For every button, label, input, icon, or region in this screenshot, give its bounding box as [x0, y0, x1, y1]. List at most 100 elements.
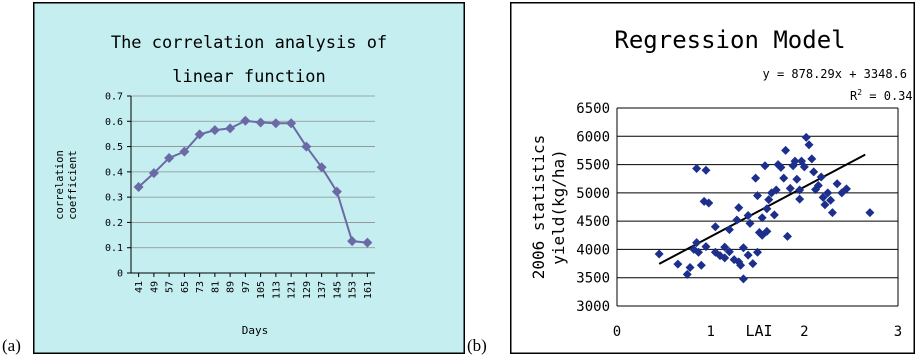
data-point	[362, 237, 373, 248]
scatter-point	[760, 161, 770, 171]
x-tick-label: 105	[256, 281, 267, 299]
y-tick-label: 0.1	[105, 243, 123, 254]
x-tick-label: 97	[241, 281, 252, 293]
y-tick-label: 3000	[576, 299, 610, 315]
scatter-point	[799, 162, 809, 172]
data-point	[209, 125, 220, 136]
scatter-point	[809, 167, 819, 177]
scatter-point	[779, 173, 789, 183]
scatter-point	[818, 192, 828, 202]
scatter-point	[795, 194, 805, 204]
y-tick-label: 5000	[576, 186, 610, 202]
scatter-point	[692, 238, 702, 248]
scatter-point	[704, 198, 714, 208]
scatter-point	[757, 213, 767, 223]
chart-frame	[33, 2, 465, 354]
scatter-point	[792, 174, 802, 184]
scatter-point	[807, 154, 817, 164]
scatter-point	[710, 222, 720, 232]
data-point	[270, 118, 281, 129]
scatter-point	[745, 218, 755, 228]
scatter-point	[816, 172, 826, 182]
chart-title: Regression Model	[614, 26, 845, 54]
data-point	[255, 117, 266, 128]
regression-scatter-chart: Regression Model y = 878.29x + 3348.6 R2 =…	[510, 2, 915, 354]
x-tick-label: 0	[613, 324, 621, 340]
scatter-point	[827, 208, 837, 218]
data-point	[225, 123, 236, 134]
scatter-point	[736, 260, 746, 270]
scatter-point	[673, 259, 683, 269]
data-point	[347, 236, 358, 247]
scatter-point	[654, 249, 664, 259]
panel-label-a: (a)	[2, 336, 21, 355]
scatter-point	[732, 215, 742, 225]
y-tick-label: 6000	[576, 129, 610, 145]
scatter-point	[751, 173, 761, 183]
scatter-point	[754, 227, 764, 237]
scatter-point	[776, 162, 786, 172]
scatter-point	[769, 210, 779, 220]
x-tick-label: 89	[226, 281, 237, 293]
y-tick-label: 0.7	[105, 92, 123, 103]
scatter-point	[738, 274, 748, 284]
data-point	[148, 168, 159, 179]
y-axis-label-line-2: yield(kg/ha)	[549, 149, 568, 265]
scatter-point	[764, 195, 774, 205]
y-axis-label-line-1: 2006 statistics	[529, 135, 548, 280]
chart-title-line-2: linear function	[172, 67, 326, 87]
scatter-point	[696, 260, 706, 270]
y-tick-label: 4500	[576, 214, 610, 230]
y-tick-label: 0.5	[105, 142, 123, 153]
scatter-point	[865, 208, 875, 218]
data-point	[286, 118, 297, 129]
x-tick-label: 49	[149, 281, 160, 293]
y-tick-label: 0.2	[105, 218, 123, 229]
scatter-point	[820, 200, 830, 210]
scatter-point	[781, 145, 791, 155]
scatter-point	[823, 188, 833, 198]
data-point	[331, 186, 342, 197]
x-tick-label: 2	[800, 324, 808, 340]
scatter-point	[743, 250, 753, 260]
y-tick-label: 6500	[576, 101, 610, 117]
scatter-point	[693, 247, 703, 257]
y-tick-label: 4000	[576, 242, 610, 258]
x-tick-label: 145	[332, 281, 343, 299]
y-tick-label: 0.4	[105, 167, 123, 178]
data-point	[179, 146, 190, 157]
x-tick-label: 41	[134, 281, 145, 293]
x-tick-label: 73	[195, 281, 206, 293]
data-point	[301, 141, 312, 152]
scatter-point	[685, 263, 695, 273]
x-tick-label: 121	[287, 281, 298, 299]
y-tick-label: 0	[117, 269, 123, 280]
data-point	[133, 182, 144, 193]
scatter-point	[734, 203, 744, 213]
x-tick-label: 57	[165, 281, 176, 293]
chart-background	[33, 2, 465, 354]
y-tick-label: 0.3	[105, 193, 123, 204]
scatter-point	[841, 184, 851, 194]
y-axis-label-line-2: coefficient	[67, 150, 79, 220]
x-tick-label: 1	[706, 324, 714, 340]
x-tick-label: 153	[348, 281, 359, 299]
chart-background	[510, 2, 915, 354]
scatter-point	[782, 231, 792, 241]
scatter-point	[682, 269, 692, 279]
series-line	[137, 119, 368, 244]
scatter-point	[743, 210, 753, 220]
scatter-point	[795, 185, 805, 195]
scatter-point	[748, 259, 758, 269]
scatter-point	[701, 242, 711, 252]
scatter-point	[790, 156, 800, 166]
x-axis-label: LAI	[745, 322, 772, 340]
x-tick-label: 113	[271, 281, 282, 299]
scatter-point	[801, 132, 811, 142]
regression-equation: y = 878.29x + 3348.6	[763, 67, 908, 81]
x-tick-label: 161	[363, 281, 374, 299]
data-point	[240, 115, 251, 126]
y-tick-label: 3500	[576, 271, 610, 287]
scatter-point	[832, 179, 842, 189]
scatter-point	[720, 242, 730, 252]
